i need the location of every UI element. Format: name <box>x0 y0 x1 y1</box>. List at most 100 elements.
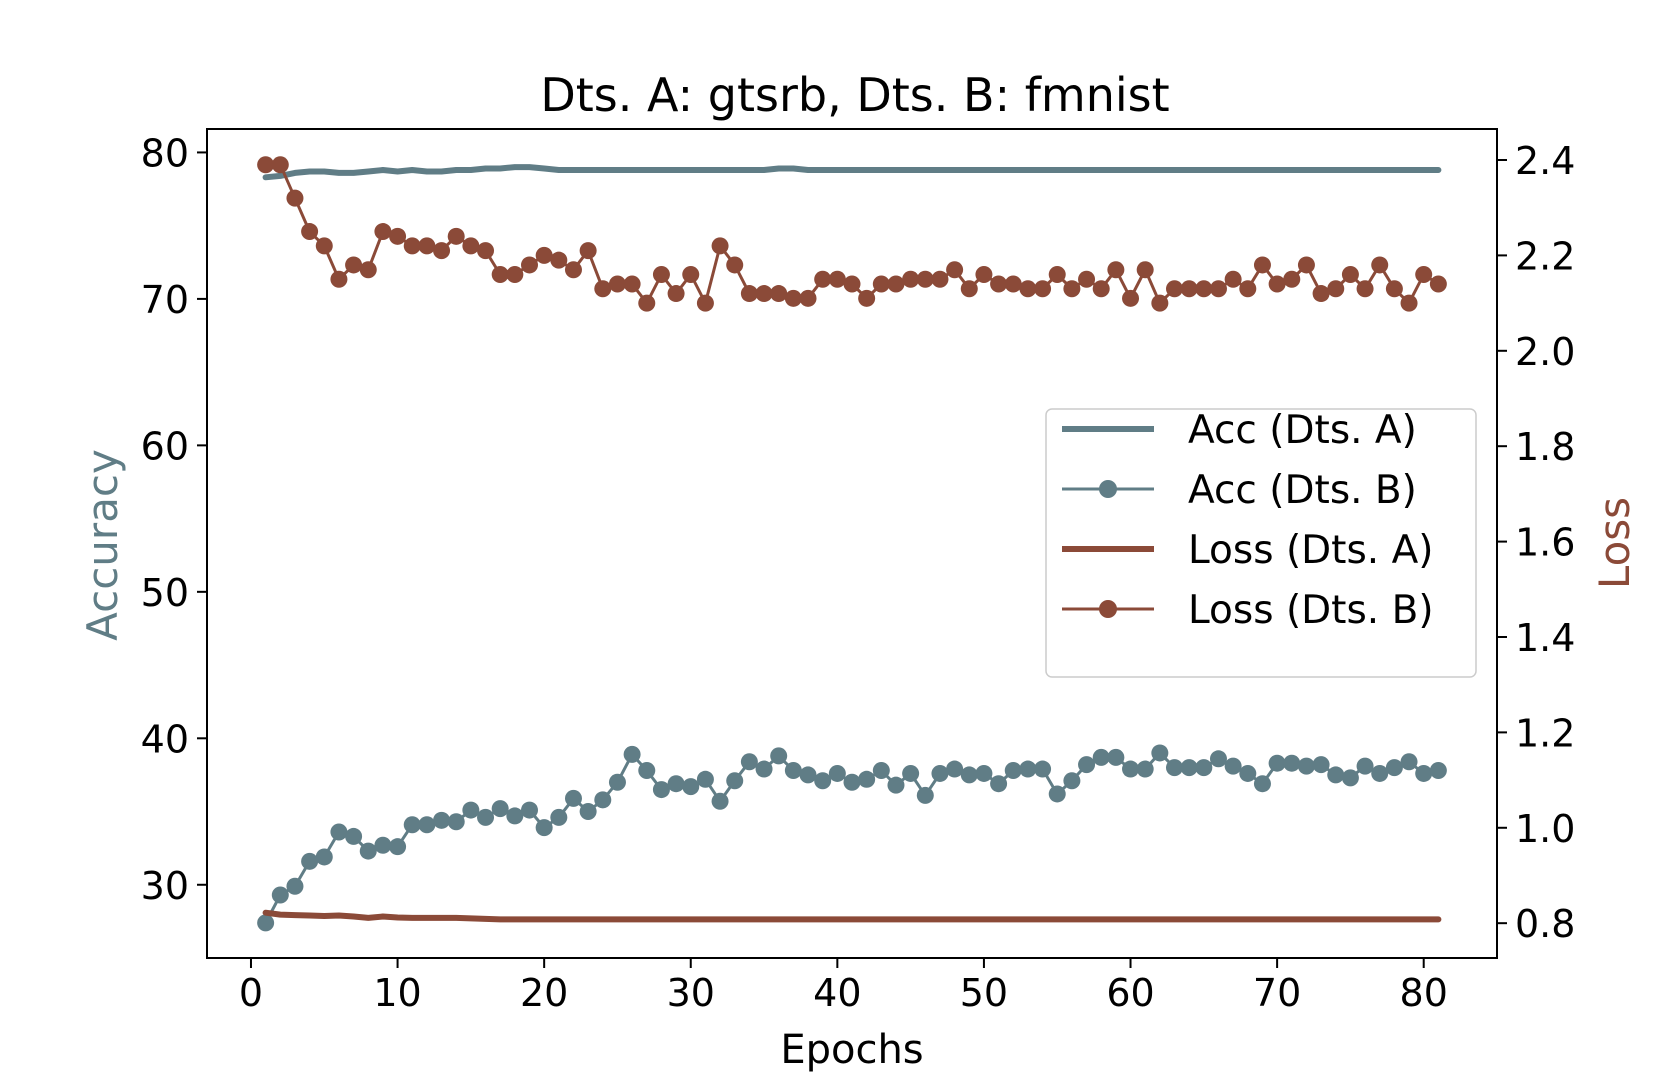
data-point-acc-dts-b <box>770 747 788 765</box>
x-tick-label: 60 <box>1106 971 1154 1015</box>
data-point-acc-dts-b <box>403 816 421 834</box>
data-point-loss-dts-b <box>682 265 700 283</box>
x-tick-label: 50 <box>960 971 1008 1015</box>
data-point-loss-dts-b <box>506 265 524 283</box>
y-axis-left-label: Accuracy <box>78 449 127 641</box>
data-point-acc-dts-b <box>755 760 773 778</box>
data-point-acc-dts-b <box>1429 762 1447 780</box>
data-point-loss-dts-b <box>447 227 465 245</box>
y-right-tick-label: 1.4 <box>1515 616 1575 660</box>
data-point-acc-dts-b <box>1122 760 1140 778</box>
data-point-loss-dts-b <box>1283 270 1301 288</box>
data-point-acc-dts-b <box>1019 760 1037 778</box>
legend-label: Loss (Dts. B) <box>1188 588 1434 633</box>
data-point-acc-dts-b <box>1253 775 1271 793</box>
data-point-loss-dts-b <box>1166 280 1183 298</box>
data-point-loss-dts-b <box>1253 256 1271 274</box>
data-point-acc-dts-b <box>257 914 275 932</box>
data-point-acc-dts-b <box>652 781 670 799</box>
data-point-acc-dts-b <box>1195 759 1213 777</box>
data-point-acc-dts-b <box>1092 748 1110 766</box>
data-point-acc-dts-b <box>975 764 993 782</box>
data-point-acc-dts-b <box>1209 750 1227 768</box>
data-point-acc-dts-b <box>594 791 612 809</box>
data-point-acc-dts-b <box>1385 759 1403 777</box>
x-tick-label: 10 <box>373 971 421 1015</box>
data-point-loss-dts-b <box>535 246 553 264</box>
data-point-acc-dts-b <box>1239 764 1257 782</box>
data-point-loss-dts-b <box>1078 270 1096 288</box>
data-point-loss-dts-b <box>1151 294 1169 312</box>
data-point-loss-dts-b <box>491 265 509 283</box>
data-point-loss-dts-b <box>740 285 758 303</box>
data-point-acc-dts-b <box>872 762 890 780</box>
data-point-loss-dts-b <box>462 237 480 255</box>
y-left-tick-label: 50 <box>141 571 189 615</box>
data-point-acc-dts-b <box>1400 753 1418 771</box>
y-axis-left-ticks: 30 40 50 60 70 80 <box>141 131 207 908</box>
data-point-loss-dts-b <box>1312 285 1330 303</box>
data-point-loss-dts-b <box>594 280 612 298</box>
data-point-loss-dts-b <box>843 275 861 293</box>
data-point-loss-dts-b <box>315 237 333 255</box>
data-point-loss-dts-b <box>931 270 949 288</box>
data-point-loss-dts-b <box>623 275 641 293</box>
data-point-acc-dts-b <box>1356 757 1374 775</box>
data-point-loss-dts-b <box>359 261 377 279</box>
data-point-loss-dts-b <box>1180 280 1198 298</box>
data-point-loss-dts-b <box>1371 256 1389 274</box>
data-point-acc-dts-b <box>301 852 319 870</box>
data-point-loss-dts-b <box>345 256 363 274</box>
data-point-loss-dts-b <box>784 289 802 307</box>
series-layer <box>257 156 1447 932</box>
chart-title: Dts. A: gtsrb, Dts. B: fmnist <box>540 68 1169 122</box>
series-acc-dts-b <box>257 744 1447 932</box>
data-point-loss-dts-b <box>799 289 817 307</box>
data-point-loss-dts-b <box>1356 280 1374 298</box>
y-right-tick-label: 1.0 <box>1515 807 1575 851</box>
data-point-acc-dts-b <box>828 764 846 782</box>
y-right-tick-label: 1.8 <box>1515 425 1575 469</box>
data-point-loss-dts-b <box>946 261 964 279</box>
data-point-loss-dts-b <box>301 223 319 241</box>
data-point-acc-dts-b <box>799 766 817 784</box>
data-point-acc-dts-b <box>1004 762 1022 780</box>
data-point-acc-dts-b <box>550 808 568 826</box>
data-point-loss-dts-b <box>960 280 978 298</box>
legend-label: Acc (Dts. B) <box>1188 468 1417 513</box>
data-point-acc-dts-b <box>623 745 641 763</box>
data-point-acc-dts-b <box>1136 760 1154 778</box>
data-point-loss-dts-b <box>579 242 597 260</box>
data-point-loss-dts-b <box>975 265 993 283</box>
x-tick-label: 80 <box>1400 971 1448 1015</box>
data-point-acc-dts-b <box>491 800 509 818</box>
data-point-loss-dts-b <box>1327 280 1345 298</box>
data-point-loss-dts-b <box>1385 280 1403 298</box>
x-tick-label: 30 <box>667 971 715 1015</box>
data-point-acc-dts-b <box>696 770 714 788</box>
data-point-acc-dts-b <box>345 827 363 845</box>
data-point-acc-dts-b <box>418 816 436 834</box>
data-point-loss-dts-b <box>711 237 729 255</box>
data-point-acc-dts-b <box>462 801 480 819</box>
data-point-acc-dts-b <box>1312 756 1330 774</box>
legend-label: Loss (Dts. A) <box>1188 528 1433 573</box>
legend-label: Acc (Dts. A) <box>1188 408 1417 453</box>
data-point-acc-dts-b <box>447 813 465 831</box>
data-point-acc-dts-b <box>1283 754 1301 772</box>
data-point-loss-dts-b <box>652 265 670 283</box>
data-point-loss-dts-b <box>403 237 421 255</box>
y-left-tick-label: 30 <box>141 864 189 908</box>
data-point-loss-dts-b <box>770 285 788 303</box>
series-loss-dts-a <box>262 909 1442 923</box>
data-point-acc-dts-b <box>887 776 905 794</box>
y-left-tick-label: 70 <box>141 278 189 322</box>
data-point-loss-dts-b <box>1048 265 1066 283</box>
data-point-acc-dts-b <box>1034 760 1052 778</box>
y-left-tick-label: 80 <box>141 131 189 175</box>
data-point-loss-dts-b <box>1429 275 1447 293</box>
x-tick-label: 20 <box>520 971 568 1015</box>
x-axis-ticks: 0 10 20 30 40 50 60 70 80 <box>239 958 1448 1015</box>
data-point-acc-dts-b <box>389 838 407 856</box>
data-point-acc-dts-b <box>814 772 832 790</box>
